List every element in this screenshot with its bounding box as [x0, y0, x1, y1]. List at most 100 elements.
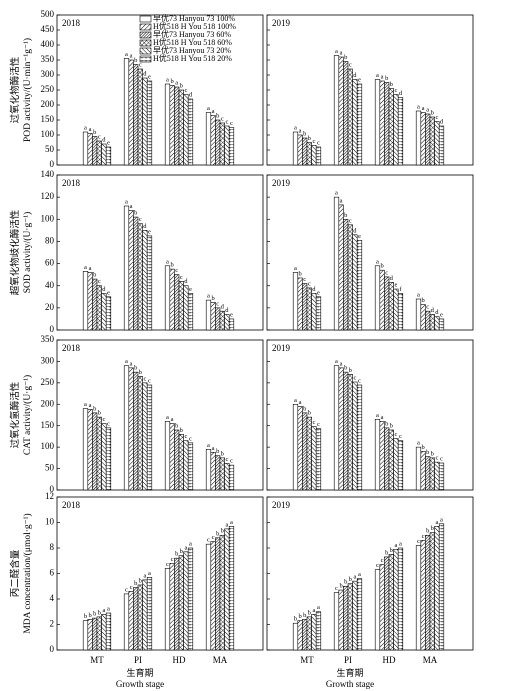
y-tick-label: 4	[50, 593, 55, 603]
bar	[105, 612, 112, 651]
significance-letter: b	[170, 262, 173, 269]
bar	[137, 584, 143, 651]
bar	[174, 557, 180, 651]
significance-letter: d	[435, 309, 439, 316]
bar	[215, 455, 221, 491]
significance-letter: b	[349, 576, 352, 583]
legend-swatch	[139, 31, 152, 39]
legend-swatch	[139, 39, 152, 47]
bar	[164, 265, 171, 331]
bar	[292, 403, 299, 491]
bar	[311, 613, 317, 651]
y-tick-label: 20	[45, 302, 55, 312]
bar	[215, 119, 221, 166]
x-tick-label: MT	[300, 655, 314, 665]
significance-letter: a	[422, 105, 425, 112]
significance-letter: a	[212, 445, 215, 452]
significance-letter: b	[390, 81, 393, 88]
bar	[101, 423, 107, 491]
significance-letter: a	[207, 293, 210, 300]
bar	[87, 133, 93, 166]
significance-letter: a	[207, 105, 210, 112]
bar	[352, 580, 358, 651]
bar	[374, 79, 381, 166]
bar	[415, 446, 422, 491]
bar	[133, 216, 139, 331]
legend-swatch	[139, 55, 152, 63]
significance-letter: b	[385, 420, 388, 427]
significance-letter: b	[221, 450, 224, 457]
x-tick-label: HD	[173, 655, 186, 665]
panel: 2018 0 20 40 60 80 100 120 140 超氧化物歧化酶活性 SOD activ…	[9, 169, 264, 334]
bar	[82, 408, 89, 491]
bar	[133, 64, 139, 166]
bar	[142, 230, 148, 331]
bar	[338, 367, 344, 491]
bar	[352, 79, 358, 166]
panel: 2018 0 50 100 150 200 250 300 350 400 450 500 过氧化物酶活…	[9, 9, 264, 169]
bar	[92, 278, 98, 331]
bar	[87, 272, 93, 331]
bar	[397, 293, 404, 331]
bar	[228, 526, 235, 651]
bar	[429, 532, 435, 651]
significance-letter: b	[175, 551, 178, 558]
bar	[379, 564, 385, 651]
bar	[142, 382, 148, 491]
bar	[137, 223, 143, 331]
panel-label: 2019	[272, 18, 291, 28]
bar	[297, 134, 303, 166]
bar	[101, 143, 107, 166]
significance-letter: b	[426, 449, 429, 456]
y-tick-label: 50	[45, 144, 55, 154]
significance-letter: c	[207, 537, 210, 544]
bar	[219, 310, 225, 331]
bar	[96, 416, 102, 491]
significance-letter: c	[308, 280, 311, 287]
bar	[420, 540, 426, 651]
bar	[302, 283, 308, 331]
significance-letter: a	[225, 521, 228, 528]
bar	[224, 528, 230, 651]
x-tick-label: PI	[134, 655, 142, 665]
significance-letter: a	[340, 360, 343, 367]
bar	[169, 562, 175, 651]
bar	[105, 296, 112, 331]
y-tick-label: 12	[45, 491, 54, 501]
panel: 2018 0 2 4 6 8 10 12 丙二醛含量 MDA concentration/(μmo…	[9, 491, 264, 689]
y-axis-label: CAT activity/(U·g⁻¹)	[22, 375, 33, 455]
bar	[347, 224, 353, 331]
panel-label: 2018	[62, 343, 81, 353]
bar	[379, 80, 385, 166]
significance-letter: a	[84, 401, 87, 408]
bar	[315, 428, 322, 491]
bar	[133, 587, 139, 651]
bar	[146, 577, 153, 651]
bar	[425, 310, 431, 331]
bar	[164, 83, 171, 166]
significance-letter: a	[166, 258, 169, 265]
x-axis-label: 生育期	[126, 667, 153, 678]
bar	[205, 448, 212, 491]
bar	[438, 125, 445, 166]
significance-letter: a	[294, 124, 297, 131]
bar	[292, 622, 299, 651]
bar	[105, 146, 112, 166]
bar	[297, 620, 303, 651]
significance-letter: c	[394, 431, 397, 438]
bar	[224, 125, 230, 166]
significance-letter: c	[130, 584, 133, 591]
bar	[434, 316, 440, 331]
significance-letter: a	[130, 52, 133, 59]
bar	[183, 440, 189, 491]
y-tick-label: 120	[41, 191, 55, 201]
significance-letter: b	[93, 611, 96, 618]
significance-letter: b	[344, 579, 347, 586]
significance-letter: c	[440, 455, 443, 462]
bar	[347, 373, 353, 491]
significance-letter: d	[353, 227, 357, 234]
y-tick-label: 100	[41, 213, 55, 223]
significance-letter: c	[353, 374, 356, 381]
y-axis-label: SOD activity/(U·g⁻¹)	[22, 212, 33, 293]
